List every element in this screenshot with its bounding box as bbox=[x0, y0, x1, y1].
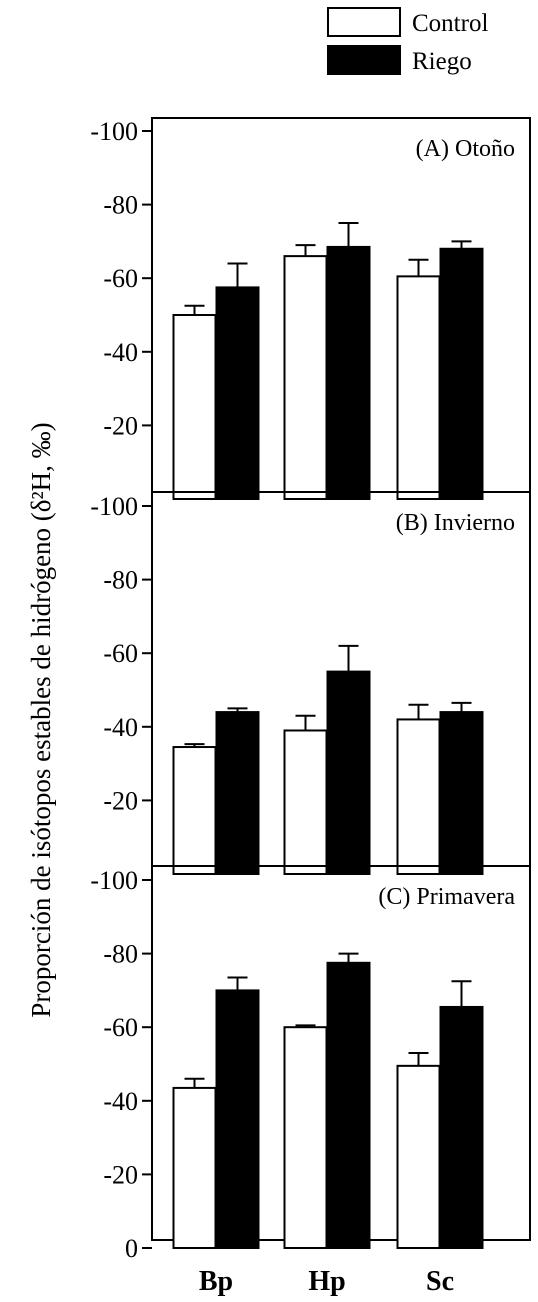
bar-control-bp bbox=[172, 1086, 217, 1250]
legend: Control Riego bbox=[327, 7, 488, 75]
bar-control-bp bbox=[172, 746, 217, 875]
y-tick-label: -40 bbox=[103, 713, 138, 742]
category-label-sc: Sc bbox=[426, 1266, 454, 1297]
y-tick-label: -20 bbox=[103, 1160, 138, 1189]
bar-riego-hp bbox=[326, 245, 371, 500]
category-label-bp: Bp bbox=[199, 1266, 233, 1297]
panel-2: -100 -80 -60 -40 -20 0 (C) Primavera bbox=[90, 865, 531, 1263]
y-axis-title: Proporción de isótopos estables de hidró… bbox=[26, 422, 56, 1017]
y-tick-label: -60 bbox=[103, 1013, 138, 1042]
y-tick-label: -20 bbox=[103, 786, 138, 815]
bar-control-sc bbox=[396, 275, 441, 500]
bar-riego-hp bbox=[326, 961, 371, 1249]
legend-label-control: Control bbox=[412, 10, 488, 37]
bar-control-bp bbox=[172, 314, 217, 500]
panel-label: (A) Otoño bbox=[416, 136, 515, 162]
y-tick-label: -40 bbox=[103, 1087, 138, 1116]
y-tick-label: -40 bbox=[103, 338, 138, 367]
bar-control-hp bbox=[283, 255, 328, 500]
y-tick-label: -60 bbox=[103, 639, 138, 668]
legend-label-riego: Riego bbox=[412, 48, 472, 75]
bar-riego-sc bbox=[439, 1005, 484, 1250]
y-tick-label: -80 bbox=[103, 940, 138, 969]
y-tick-label: 0 bbox=[125, 1234, 138, 1263]
panel-label: (C) Primavera bbox=[378, 884, 515, 910]
y-tick-label: -20 bbox=[103, 411, 138, 440]
y-tick-label: -60 bbox=[103, 264, 138, 293]
y-tick-label: -100 bbox=[90, 117, 138, 146]
bar-riego-sc bbox=[439, 711, 484, 876]
bar-riego-bp bbox=[215, 711, 260, 876]
bar-control-hp bbox=[283, 1026, 328, 1249]
panels: -100 -80 -60 -40 -20 (A) Otoño -100 -80 -60 -40 -2… bbox=[90, 117, 531, 1263]
y-tick-label: -80 bbox=[103, 191, 138, 220]
bar-riego-sc bbox=[439, 247, 484, 500]
y-tick-label: -100 bbox=[90, 492, 138, 521]
panel-label: (B) Invierno bbox=[396, 510, 515, 536]
y-tick-label: -100 bbox=[90, 866, 138, 895]
panel-1: -100 -80 -60 -40 -20 (B) Invierno bbox=[90, 491, 531, 876]
bar-riego-bp bbox=[215, 286, 260, 500]
category-label-hp: Hp bbox=[308, 1266, 345, 1297]
bar-control-sc bbox=[396, 1064, 441, 1249]
bar-control-sc bbox=[396, 718, 441, 875]
y-tick-label: -80 bbox=[103, 566, 138, 595]
panel-0: -100 -80 -60 -40 -20 (A) Otoño bbox=[90, 117, 531, 500]
legend-swatch-riego bbox=[327, 45, 401, 75]
legend-swatch-control bbox=[327, 7, 401, 37]
bar-riego-hp bbox=[326, 670, 371, 875]
bar-control-hp bbox=[283, 729, 328, 875]
category-axis: Bp Hp Sc bbox=[199, 1266, 454, 1297]
bar-riego-bp bbox=[215, 989, 260, 1250]
